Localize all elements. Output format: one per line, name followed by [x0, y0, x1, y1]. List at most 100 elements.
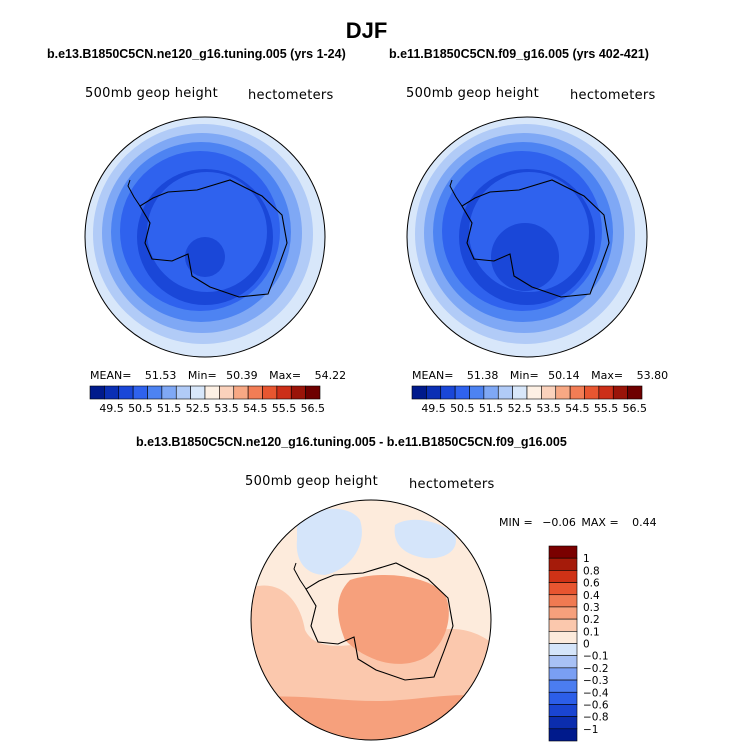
- panel-3-colorbar-tick-label-11: −0.4: [583, 687, 609, 699]
- panel-2-colorbar-tick-label-0: 49.5: [421, 402, 446, 415]
- panel-1-variable-label: 500mb geop height: [85, 86, 218, 101]
- panel-1-colorbar-tick-label-1: 50.5: [128, 402, 153, 415]
- panel-2-colorbar-swatch-8: [526, 385, 542, 400]
- panel-1-colorbar-tick-label-2: 51.5: [157, 402, 182, 415]
- panel-2-peninsula: [449, 179, 463, 207]
- panel-1-colorbar-swatch-2: [118, 385, 134, 400]
- panel-3-peninsula: [293, 562, 307, 590]
- panel-2-colorbar-swatch-7: [512, 385, 528, 400]
- panel-3-stats: MIN = −0.06 MAX = 0.44: [499, 516, 657, 529]
- panel-3-field: [251, 500, 491, 740]
- panel-2-colorbar-swatch-15: [627, 385, 643, 400]
- panel-3-region-positive-02-south: [251, 695, 491, 740]
- panel-1-title: b.e13.B1850C5CN.ne120_g16.tuning.005 (yr…: [47, 47, 346, 61]
- panel-2-mean-label: MEAN=: [412, 369, 454, 382]
- page-title: DJF: [345, 18, 388, 43]
- panel-2-colorbar-tick-label-4: 53.5: [536, 402, 561, 415]
- panel-2-colorbar-tick-label-6: 55.5: [594, 402, 619, 415]
- panel-3-max-value: 0.44: [632, 516, 657, 529]
- panel-2-colorbar-swatch-6: [497, 385, 513, 400]
- panel-3-colorbar-tick-label-3: 0.4: [583, 590, 600, 602]
- panel-1-peninsula: [127, 179, 141, 207]
- panel-3-variable-label: 500mb geop height: [245, 474, 378, 489]
- panel-3-colorbar-tick-label-5: 0.2: [583, 614, 600, 626]
- panel-2-variable-label: 500mb geop height: [406, 86, 539, 101]
- panel-3-colorbar-swatch-8: [548, 643, 578, 656]
- panel-1-units-label: hectometers: [248, 88, 334, 103]
- panel-1-map: [84, 116, 326, 358]
- panel-3-colorbar-swatch-12: [548, 691, 578, 705]
- panel-2-colorbar-swatch-13: [598, 385, 614, 400]
- panel-3-colorbar-swatch-11: [548, 679, 578, 693]
- panel-1-max-label: Max=: [269, 369, 302, 382]
- panel-1-min-label: Min=: [187, 369, 217, 382]
- panel-1-colorbar-tick-label-7: 56.5: [301, 402, 326, 415]
- panel-1-colorbar-tick-label-0: 49.5: [99, 402, 124, 415]
- panel-1-low-core: [185, 237, 225, 277]
- panel-2-units-label: hectometers: [570, 88, 656, 103]
- panel-2-colorbar-tick-label-3: 52.5: [508, 402, 533, 415]
- panel-2-min-value: 50.14: [548, 369, 580, 382]
- panel-3-colorbar-tick-label-13: −0.8: [583, 712, 609, 724]
- panel-1-colorbar-tick-label-3: 52.5: [186, 402, 211, 415]
- panel-3-colorbar-swatch-14: [548, 716, 578, 730]
- panel-3-colorbar-swatch-10: [548, 667, 578, 681]
- panel-1-colorbar-swatch-8: [204, 385, 220, 400]
- panel-2-colorbar-tick-label-2: 51.5: [479, 402, 504, 415]
- panel-3-colorbar-swatch-6: [548, 618, 578, 632]
- panel-1-colorbar-tick-label-5: 54.5: [243, 402, 268, 415]
- panel-3-colorbar-swatch-4: [548, 594, 578, 608]
- panel-1-colorbar-swatch-15: [305, 385, 321, 400]
- panel-1-band-inner: [147, 172, 267, 292]
- panel-1-max-value: 54.22: [314, 369, 347, 382]
- panel-1-colorbar-swatch-7: [190, 385, 206, 400]
- panel-2-colorbar-swatch-2: [440, 385, 456, 400]
- panel-1-colorbar: 49.5 50.5 51.5 52.5 53.5 54.5 55.5 56.5: [89, 385, 326, 415]
- panel-2-colorbar-tick-label-1: 50.5: [450, 402, 475, 415]
- panel-1-colorbar-swatch-9: [219, 385, 235, 400]
- panel-3-colorbar-tick-label-10: −0.3: [583, 675, 609, 687]
- panel-1-colorbar-swatch-0: [89, 385, 105, 400]
- panel-2-colorbar-swatch-0: [411, 385, 427, 400]
- panel-3-colorbar-tick-label-2: 0.6: [583, 578, 600, 590]
- panel-1-field: [85, 117, 325, 357]
- panel-2-low-core: [491, 223, 559, 291]
- panel-2-colorbar-tick-label-5: 54.5: [565, 402, 590, 415]
- panel-1-mean-label: MEAN=: [90, 369, 132, 382]
- panel-2-colorbar-swatch-10: [555, 385, 571, 400]
- panel-3-colorbar-swatch-0: [548, 545, 578, 559]
- panel-3-units-label: hectometers: [409, 477, 495, 492]
- panel-2-colorbar-swatch-5: [483, 385, 499, 400]
- panel-3-colorbar-tick-label-8: −0.1: [583, 651, 609, 663]
- panel-3-min-label: MIN =: [499, 516, 533, 529]
- panel-2-colorbar-swatch-11: [569, 385, 585, 400]
- panel-2-colorbar-swatch-12: [584, 385, 600, 400]
- panel-1-colorbar-swatch-12: [262, 385, 278, 400]
- panel-3-colorbar-swatch-9: [548, 655, 578, 669]
- panel-3-colorbar-tick-label-1: 0.8: [583, 565, 600, 577]
- panel-1-stats: MEAN= 51.53 Min= 50.39 Max= 54.22: [90, 369, 346, 382]
- panel-3-colorbar-tick-label-6: 0.1: [583, 626, 600, 638]
- panel-2-colorbar-swatch-3: [454, 385, 470, 400]
- panel-2-field: [407, 117, 647, 357]
- panel-2-colorbar: 49.5 50.5 51.5 52.5 53.5 54.5 55.5 56.5: [411, 385, 647, 415]
- panel-3-colorbar-tick-label-14: −1: [583, 724, 598, 736]
- panel-3-colorbar-swatch-1: [548, 557, 578, 571]
- panel-2-max-value: 53.80: [636, 369, 669, 382]
- panel-2-map: [406, 116, 648, 358]
- panel-3-region-positive-02: [338, 575, 449, 664]
- panel-2-stats: MEAN= 51.38 Min= 50.14 Max= 53.80: [412, 369, 668, 382]
- panel-2-max-label: Max=: [591, 369, 624, 382]
- panel-1-colorbar-swatch-14: [290, 385, 306, 400]
- panel-3-colorbar-swatch-2: [548, 570, 578, 583]
- panel-2-min-label: Min=: [509, 369, 539, 382]
- panel-1-colorbar-swatch-11: [247, 385, 263, 400]
- panel-2-colorbar-swatch-4: [469, 385, 485, 400]
- panel-1-min-value: 50.39: [226, 369, 258, 382]
- panel-3-colorbar-tick-label-4: 0.3: [583, 602, 600, 614]
- panel-3-colorbar-swatch-15: [548, 728, 578, 742]
- panel-3-title: b.e13.B1850C5CN.ne120_g16.tuning.005 - b…: [136, 435, 567, 449]
- panel-1-colorbar-swatch-4: [147, 385, 163, 400]
- panel-1-colorbar-tick-label-6: 55.5: [272, 402, 297, 415]
- panel-3-colorbar-tick-label-9: −0.2: [583, 663, 609, 675]
